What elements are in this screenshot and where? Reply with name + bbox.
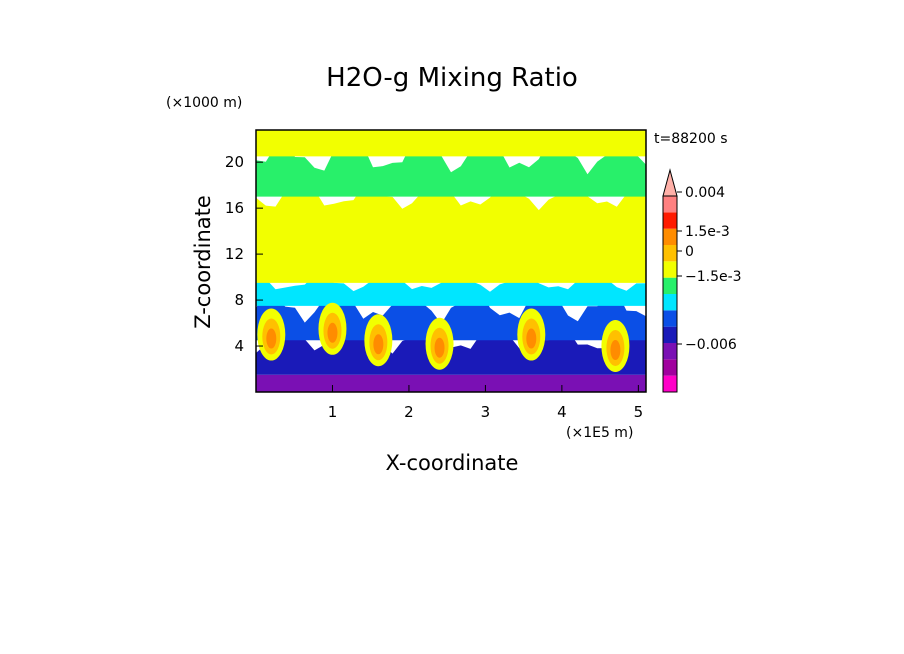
colorbar-segment <box>663 326 677 343</box>
colorbar-segment <box>663 359 677 376</box>
colorbar-segment <box>663 245 677 262</box>
colorbar-segment <box>663 294 677 311</box>
colorbar-segment <box>663 212 677 229</box>
plume-core <box>327 322 338 343</box>
x-tick-label: 2 <box>404 403 414 421</box>
x-tick-label: 1 <box>328 403 338 421</box>
colorbar <box>662 168 678 393</box>
plume-core <box>373 334 384 355</box>
colorbar-label: 0.004 <box>685 185 725 201</box>
colorbar-segment <box>663 375 677 392</box>
colorbar-segment <box>663 261 677 278</box>
plume-core <box>526 328 537 349</box>
y-tick-label: 8 <box>234 291 244 309</box>
y-axis-label: Z-coordinate <box>191 195 215 329</box>
colorbar-segment <box>663 343 677 360</box>
x-tick-label: 3 <box>481 403 491 421</box>
y-unit-label: (×1000 m) <box>166 95 242 111</box>
y-tick-label: 4 <box>234 337 244 355</box>
colorbar-segment <box>663 228 677 245</box>
x-tick-label: 4 <box>557 403 567 421</box>
contour-field <box>256 130 646 392</box>
colorbar-label: −1.5e-3 <box>685 269 742 285</box>
y-axis-ticks: 4 8 12 16 20 <box>225 153 263 355</box>
chart-title: H2O-g Mixing Ratio <box>326 63 578 93</box>
time-label: t=88200 s <box>654 131 728 147</box>
contour-band <box>256 374 646 392</box>
colorbar-frame <box>662 195 678 393</box>
contour-band <box>256 183 646 283</box>
colorbar-label: −0.006 <box>685 337 737 353</box>
plume-core <box>434 337 445 358</box>
colorbar-labels: 0.004 1.5e-3 0 −1.5e-3 −0.006 <box>677 185 742 353</box>
y-tick-label: 16 <box>225 199 244 217</box>
colorbar-arrow <box>662 168 678 197</box>
colorbar-segment <box>663 196 677 213</box>
plume-core <box>610 340 621 361</box>
colorbar-label: 0 <box>685 244 694 260</box>
x-unit-label: (×1E5 m) <box>566 425 633 441</box>
contour-band <box>256 274 646 306</box>
plot-frame <box>255 129 647 393</box>
colorbar-segment <box>663 277 677 294</box>
x-axis-label: X-coordinate <box>386 451 519 475</box>
x-axis-ticks: 1 2 3 4 5 <box>328 385 643 421</box>
contour-band <box>256 130 646 157</box>
x-tick-label: 5 <box>634 403 644 421</box>
plume-core <box>266 328 277 349</box>
colorbar-segment <box>663 310 677 327</box>
y-tick-label: 20 <box>225 153 244 171</box>
colorbar-label: 1.5e-3 <box>685 224 730 240</box>
y-tick-label: 12 <box>225 245 244 263</box>
